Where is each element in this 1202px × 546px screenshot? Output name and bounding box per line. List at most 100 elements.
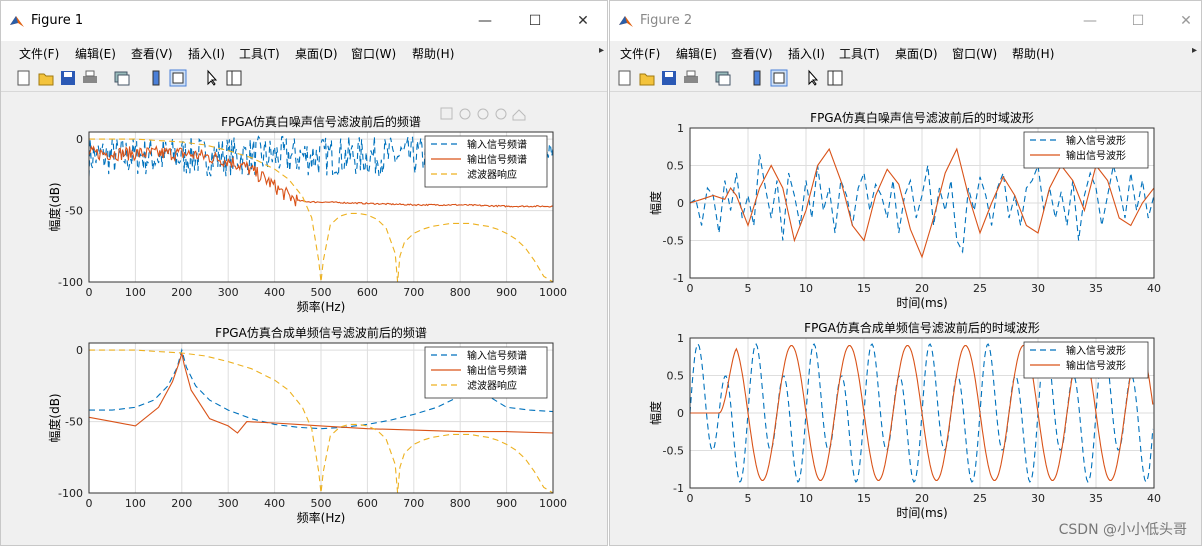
figure1-menubar: 文件(F) 编辑(E) 查看(V) 插入(I) 工具(T) 桌面(D) 窗口(W… — [1, 41, 607, 65]
series-line — [690, 154, 1154, 254]
window-title: Figure 2 — [640, 13, 693, 28]
y-tick-label: 0 — [76, 133, 83, 146]
x-tick-label: 100 — [125, 497, 146, 510]
menu-view[interactable]: 查看(V) — [731, 47, 773, 61]
chart-title: FPGA仿真白噪声信号滤波前后的频谱 — [221, 114, 421, 129]
menu-edit[interactable]: 编辑(E) — [75, 47, 116, 61]
y-axis-label: 幅度(dB) — [47, 393, 62, 442]
menu-insert[interactable]: 插入(I) — [188, 47, 225, 61]
menu-help[interactable]: 帮助(H) — [1012, 47, 1055, 61]
legend-icon[interactable] — [770, 69, 788, 87]
colorbar-icon[interactable] — [748, 69, 766, 87]
minimize-button[interactable]: — — [1083, 13, 1097, 29]
x-tick-label: 15 — [857, 282, 871, 295]
legend-entry: 输出信号频谱 — [467, 364, 527, 377]
menubar-chevron-icon[interactable]: ▸ — [599, 45, 605, 56]
menu-insert[interactable]: 插入(I) — [788, 47, 825, 61]
menu-window[interactable]: 窗口(W) — [351, 47, 397, 61]
y-tick-label: 0.5 — [667, 370, 685, 383]
link-icon[interactable] — [113, 69, 131, 87]
brush-icon[interactable] — [440, 107, 453, 120]
x-tick-label: 700 — [403, 286, 424, 299]
maximize-button[interactable]: ☐ — [1131, 13, 1145, 29]
y-tick-label: -50 — [65, 205, 83, 218]
legend-entry: 输出信号波形 — [1066, 359, 1126, 372]
figure1-toolbar — [1, 65, 607, 92]
figure2-canvas: 0 5 10 15 20 25 30 35 40 1 0.5 0 -0.5 -1 FPGA仿真白噪声信号滤波… — [610, 92, 1201, 545]
legend-entry: 输入信号波形 — [1066, 134, 1126, 147]
pointer-icon[interactable] — [804, 69, 822, 87]
menu-tools[interactable]: 工具(T) — [239, 47, 280, 61]
x-tick-label: 500 — [311, 286, 332, 299]
colorbar-icon[interactable] — [147, 69, 165, 87]
figure2-titlebar[interactable]: Figure 2 — ☐ ✕ — [610, 1, 1201, 41]
menu-edit[interactable]: 编辑(E) — [676, 47, 717, 61]
x-tick-label: 600 — [357, 497, 378, 510]
x-tick-label: 600 — [357, 286, 378, 299]
menubar-chevron-icon[interactable]: ▸ — [1192, 45, 1198, 56]
home-icon[interactable] — [512, 109, 526, 121]
open-file-icon[interactable] — [638, 69, 656, 87]
zoom-out-icon[interactable] — [495, 108, 507, 120]
menu-tools[interactable]: 工具(T) — [839, 47, 880, 61]
axes-frame — [689, 337, 1155, 489]
x-tick-label: 400 — [264, 286, 285, 299]
figure1-plots: 0 100 200 300 400 500 600 700 800 900 10000-50-100… — [47, 107, 567, 525]
property-inspector-icon[interactable] — [826, 69, 844, 87]
axes-frame — [88, 131, 554, 283]
save-icon[interactable] — [59, 69, 77, 87]
x-tick-label: 5 — [745, 282, 752, 295]
series-line — [89, 352, 553, 434]
y-tick-label: -1 — [673, 272, 684, 285]
menu-window[interactable]: 窗口(W) — [952, 47, 998, 61]
maximize-button[interactable]: ☐ — [528, 13, 542, 29]
open-file-icon[interactable] — [37, 69, 55, 87]
y-tick-label: -100 — [58, 487, 83, 500]
link-icon[interactable] — [714, 69, 732, 87]
menu-file[interactable]: 文件(F) — [19, 47, 60, 61]
new-figure-icon[interactable] — [15, 69, 33, 87]
x-axis-label: 时间(ms) — [896, 296, 947, 310]
zoom-in-icon[interactable] — [477, 108, 489, 120]
pointer-icon[interactable] — [203, 69, 221, 87]
matlab-logo-icon — [10, 16, 24, 27]
x-tick-label: 0 — [86, 286, 93, 299]
legend-icon[interactable] — [169, 69, 187, 87]
figure1-canvas: 0 100 200 300 400 500 600 700 800 900 1000 0 -50 -100… — [1, 92, 607, 545]
x-tick-label: 25 — [973, 492, 987, 505]
close-button[interactable]: ✕ — [577, 13, 589, 29]
menu-help[interactable]: 帮助(H) — [412, 47, 455, 61]
menu-desktop[interactable]: 桌面(D) — [895, 47, 938, 61]
figure1-titlebar[interactable]: Figure 1 — ☐ ✕ — [1, 1, 607, 41]
save-icon[interactable] — [660, 69, 678, 87]
y-tick-label: 0 — [677, 407, 684, 420]
legend-box — [1023, 131, 1149, 169]
pan-icon[interactable] — [459, 108, 471, 120]
x-axis-label: 频率(Hz) — [297, 299, 346, 314]
y-tick-label: -0.5 — [663, 235, 684, 248]
legend-box — [1023, 341, 1149, 379]
print-icon[interactable] — [682, 69, 700, 87]
x-tick-label: 200 — [171, 497, 192, 510]
menu-desktop[interactable]: 桌面(D) — [295, 47, 338, 61]
x-tick-label: 300 — [218, 497, 239, 510]
x-axis-label: 频率(Hz) — [297, 510, 346, 525]
print-icon[interactable] — [81, 69, 99, 87]
figure1-window: Figure 1 — ☐ ✕ 文件(F) 编辑(E) 查看(V) 插入(I) 工… — [0, 0, 608, 546]
menu-file[interactable]: 文件(F) — [620, 47, 661, 61]
close-button[interactable]: ✕ — [1180, 13, 1192, 29]
x-tick-label: 700 — [403, 497, 424, 510]
x-tick-label: 300 — [218, 286, 239, 299]
x-tick-label: 0 — [687, 282, 694, 295]
x-tick-label: 5 — [745, 492, 752, 505]
x-tick-label: 100 — [125, 286, 146, 299]
watermark: CSDN @小小低头哥 — [1058, 522, 1187, 538]
x-tick-label: 35 — [1089, 492, 1103, 505]
minimize-button[interactable]: — — [478, 13, 492, 29]
new-figure-icon[interactable] — [616, 69, 634, 87]
property-inspector-icon[interactable] — [225, 69, 243, 87]
menu-view[interactable]: 查看(V) — [131, 47, 173, 61]
x-tick-label: 800 — [450, 497, 471, 510]
